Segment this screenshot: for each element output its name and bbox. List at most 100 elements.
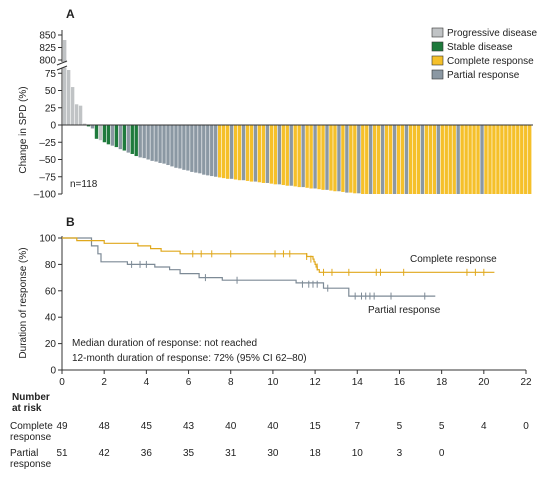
waterfall-bar [90,125,95,129]
panel-a-y-tick: 50 [45,86,57,97]
waterfall-bar [369,125,373,194]
at-risk-value: 0 [523,421,529,432]
at-risk-header-line2: at risk [12,403,42,414]
waterfall-bar [269,125,274,184]
waterfall-bar [492,125,496,194]
panel-b-y-tick: 100 [39,234,56,245]
panel-b-x-tick: 16 [394,377,406,388]
at-risk-header-line1: Number [12,392,50,403]
waterfall-bar [245,125,250,181]
waterfall-bar [448,125,452,194]
at-risk-value: 49 [56,421,68,432]
panel-a-y-tick: 25 [45,103,57,114]
waterfall-bar [198,125,202,174]
panel-b-x-tick: 2 [101,377,107,388]
waterfall-bar [257,125,262,183]
waterfall-bar [512,125,516,194]
waterfall-bar [261,125,266,183]
waterfall-bar [253,125,258,182]
at-risk-value: 31 [225,448,237,459]
waterfall-bar [376,125,381,194]
panel-b-y-tick: 60 [45,286,57,297]
panel-a-y-tick: –100 [34,190,57,201]
panel-a-y-tick: 75 [45,69,57,80]
waterfall-bar [154,125,158,162]
panel-b-y-axis-label: Duration of response (%) [18,247,29,358]
waterfall-bar [349,125,353,193]
panel-a-y-tick: 800 [39,56,56,67]
waterfall-bar [424,125,429,194]
waterfall-bar [392,125,397,194]
waterfall-bar [102,125,107,143]
at-risk-row-label-partial-2: response [10,459,52,470]
at-risk-value: 18 [310,448,322,459]
panel-a-y-tick: –75 [39,172,56,183]
waterfall-bar [98,125,103,141]
waterfall-bar [241,125,246,181]
waterfall-bar [74,104,79,125]
at-risk-value: 36 [141,448,153,459]
legend-swatch-complete [431,55,444,66]
waterfall-bar [325,125,329,190]
waterfall-bar [317,125,321,190]
waterfall-bar [412,125,417,194]
waterfall-bar [484,125,488,194]
waterfall-bar [78,105,83,125]
panel-a-legend: Progressive disease Stable disease Compl… [431,27,537,81]
waterfall-bar [528,125,532,194]
panel-b-x-tick: 18 [436,377,448,388]
waterfall-bar [333,125,337,192]
panel-b-x-tick: 6 [186,377,192,388]
panel-b-x-tick: 20 [478,377,490,388]
waterfall-bar [134,125,138,157]
waterfall-bar [233,125,238,180]
waterfall-bar [237,125,242,181]
at-risk-value: 40 [267,421,279,432]
waterfall-bar [182,125,186,170]
waterfall-bar [158,125,162,163]
waterfall-bar [384,125,389,194]
waterfall-bar [460,125,464,194]
waterfall-bar [301,125,305,188]
legend-label-partial: Partial response [447,70,520,81]
waterfall-bar [396,125,401,194]
legend-label-progressive: Progressive disease [447,28,537,39]
panel-b-y-tick: 40 [45,313,57,324]
waterfall-bar [440,125,444,194]
waterfall-bar [380,125,385,194]
waterfall-bar [488,125,492,194]
waterfall-bar [190,125,194,172]
panel-a-y-tick: –25 [39,138,56,149]
panel-b-x-tick: 12 [310,377,322,388]
waterfall-bar [210,125,214,177]
panel-a-y-axis-label: Change in SPD (%) [18,86,29,173]
waterfall-bar [166,125,170,166]
panel-a-sample-size: n=118 [70,179,98,190]
waterfall-bar [472,125,476,194]
waterfall-bar [524,125,528,194]
waterfall-bar [520,125,524,194]
waterfall-bar [114,125,119,148]
waterfall-bar [186,125,190,171]
waterfall-bar [420,125,425,194]
waterfall-bar [142,125,146,159]
at-risk-value: 35 [183,448,195,459]
panel-b-x-tick: 22 [520,377,532,388]
waterfall-bar [122,125,126,151]
waterfall-bar [516,125,520,194]
waterfall-bar [436,125,440,194]
at-risk-value: 10 [352,448,364,459]
at-risk-value: 4 [481,421,487,432]
legend-swatch-progressive [431,27,444,38]
waterfall-bar [202,125,206,175]
waterfall-bar [130,125,134,154]
legend-swatch-stable [431,41,444,52]
waterfall-bar [146,125,150,160]
waterfall-bar [365,125,369,194]
at-risk-row-label-complete-1: Complete [10,421,53,432]
panel-b-y-tick: 80 [45,260,57,271]
waterfall-bar [345,125,349,193]
waterfall-bar [297,125,301,188]
panel-a-y-tick: 850 [39,31,56,42]
